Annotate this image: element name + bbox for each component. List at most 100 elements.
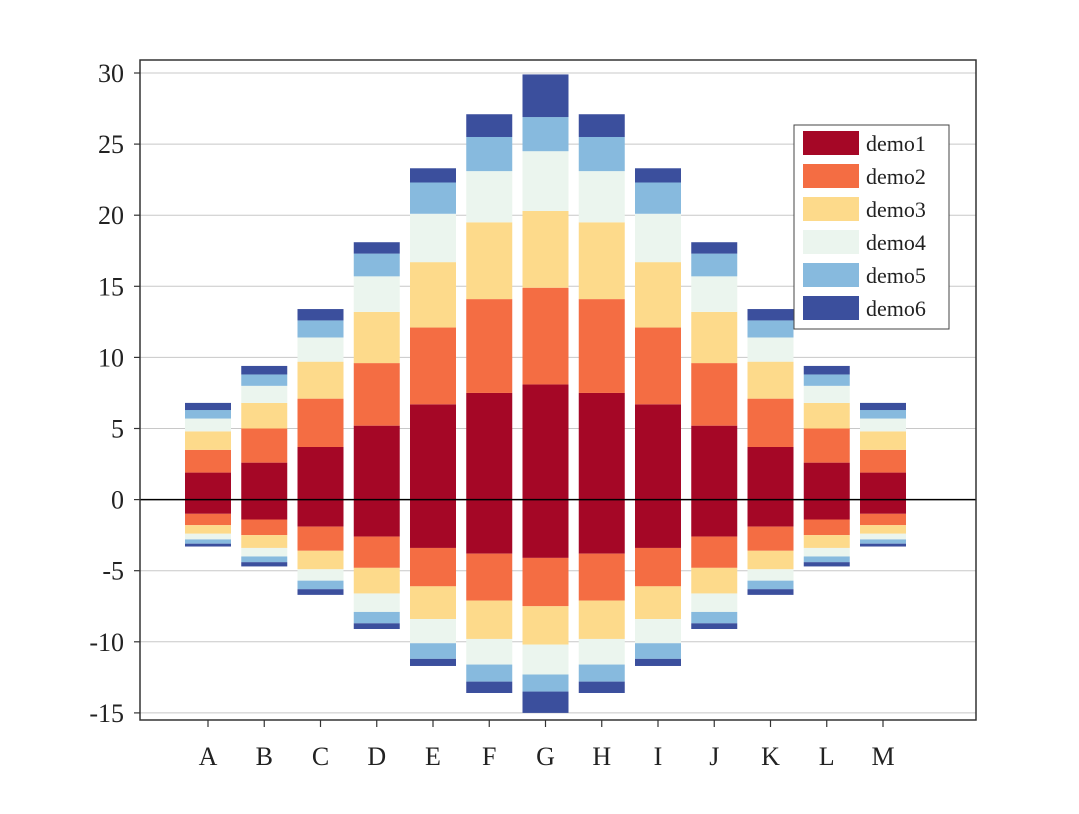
bar-B-demo6-negative — [241, 562, 288, 567]
plot-frame — [139, 59, 977, 721]
bar-E-demo1-positive — [410, 404, 456, 500]
bar-L-demo1-negative — [803, 499, 850, 520]
bar-K-demo5-positive — [747, 320, 794, 338]
bar-H-demo2-positive — [578, 299, 625, 393]
bar-G-demo3-negative — [522, 606, 569, 645]
bar-G-demo2-positive — [522, 287, 569, 385]
bar-J-demo3-negative — [691, 567, 738, 594]
bar-A-demo4-negative — [185, 533, 231, 540]
bar-H-demo5-positive — [578, 136, 625, 172]
x-tick-label-D: D — [367, 742, 386, 771]
bar-I-demo4-negative — [635, 619, 681, 644]
bar-M-demo3-negative — [860, 525, 906, 534]
bar-G-demo3-positive — [522, 210, 569, 288]
bar-I-demo1-negative — [635, 499, 681, 548]
bar-C-demo4-negative — [297, 569, 344, 581]
bar-I-demo5-negative — [635, 643, 681, 659]
bar-F-demo5-negative — [466, 664, 513, 682]
bar-J-demo5-positive — [691, 253, 738, 277]
bar-J-demo2-negative — [691, 536, 738, 568]
bar-I-demo4-positive — [635, 213, 681, 263]
bar-E-demo3-positive — [410, 262, 456, 328]
bar-H-demo3-positive — [578, 222, 625, 300]
bar-C-demo5-negative — [297, 580, 344, 590]
bar-E-demo4-positive — [410, 213, 456, 263]
bar-K-demo1-positive — [747, 446, 794, 500]
bar-F-demo6-negative — [466, 681, 513, 693]
bar-D-demo2-positive — [353, 363, 400, 426]
bar-F-demo3-negative — [466, 600, 513, 639]
bar-J-demo4-negative — [691, 593, 738, 612]
bar-M-demo2-negative — [860, 513, 906, 526]
x-tick-label-B: B — [256, 742, 273, 771]
bar-G-demo5-positive — [522, 117, 569, 152]
bar-K-demo2-negative — [747, 526, 794, 551]
bar-D-demo6-negative — [353, 623, 400, 630]
bar-B-demo4-positive — [241, 385, 288, 403]
bar-H-demo5-negative — [578, 664, 625, 682]
bar-L-demo3-positive — [803, 402, 850, 429]
bar-M-demo3-positive — [860, 431, 906, 450]
bar-K-demo3-positive — [747, 361, 794, 399]
bar-M-demo1-positive — [860, 472, 906, 500]
bar-L-demo6-positive — [803, 365, 850, 375]
bar-I-demo3-negative — [635, 586, 681, 620]
bar-A-demo2-positive — [185, 449, 231, 473]
bar-E-demo4-negative — [410, 619, 456, 644]
bar-A-demo6-positive — [185, 402, 231, 411]
bar-K-demo6-positive — [747, 309, 794, 321]
bar-C-demo3-negative — [297, 550, 344, 570]
bar-A-demo1-positive — [185, 472, 231, 500]
bar-F-demo4-negative — [466, 638, 513, 665]
bar-I-demo6-positive — [635, 168, 681, 183]
bar-D-demo4-positive — [353, 276, 400, 312]
bar-K-demo1-negative — [747, 499, 794, 527]
bar-H-demo4-positive — [578, 171, 625, 223]
bar-M-demo6-negative — [860, 543, 906, 547]
bar-L-demo5-negative — [803, 556, 850, 563]
bar-A-demo5-negative — [185, 539, 231, 544]
bar-J-demo5-negative — [691, 611, 738, 624]
bar-L-demo3-negative — [803, 535, 850, 548]
bar-D-demo1-negative — [353, 499, 400, 537]
bar-F-demo1-positive — [466, 392, 513, 500]
bar-A-demo1-negative — [185, 499, 231, 514]
x-tick-label-I: I — [654, 742, 663, 771]
y-tick-label-15: 15 — [98, 272, 124, 301]
bar-B-demo4-negative — [241, 547, 288, 557]
bar-G-demo6-negative — [522, 691, 569, 713]
x-tick-label-J: J — [709, 742, 719, 771]
bar-E-demo3-negative — [410, 586, 456, 620]
x-tick-label-K: K — [761, 742, 780, 771]
legend-swatch-demo1 — [803, 131, 859, 155]
bar-C-demo2-positive — [297, 398, 344, 447]
bar-M-demo4-positive — [860, 418, 906, 432]
bar-K-demo2-positive — [747, 398, 794, 447]
bar-K-demo3-negative — [747, 550, 794, 570]
bar-M-demo6-positive — [860, 402, 906, 411]
bar-E-demo5-positive — [410, 182, 456, 214]
bar-I-demo6-negative — [635, 658, 681, 666]
y-tick-label-0: 0 — [111, 486, 124, 515]
bar-H-demo6-negative — [578, 681, 625, 693]
bar-L-demo1-positive — [803, 462, 850, 500]
x-tick-label-H: H — [592, 742, 611, 771]
legend-label-demo3: demo3 — [866, 197, 926, 222]
bar-D-demo3-negative — [353, 567, 400, 594]
y-tick-label-5: 5 — [111, 415, 124, 444]
bar-J-demo2-positive — [691, 363, 738, 426]
bar-D-demo5-positive — [353, 253, 400, 277]
bar-H-demo3-negative — [578, 600, 625, 639]
bar-H-demo6-positive — [578, 114, 625, 137]
x-tick-label-A: A — [199, 742, 218, 771]
x-tick-label-E: E — [425, 742, 441, 771]
bar-H-demo1-negative — [578, 499, 625, 554]
bar-D-demo5-negative — [353, 611, 400, 624]
axes: A B C D E F G H I J K L M 30 25 20 15 10 5 0 -5 -10 -15 — [89, 59, 977, 771]
bar-F-demo4-positive — [466, 171, 513, 223]
bars — [185, 74, 906, 713]
bar-E-demo1-negative — [410, 499, 456, 548]
bar-C-demo1-positive — [297, 446, 344, 500]
bar-C-demo1-negative — [297, 499, 344, 527]
